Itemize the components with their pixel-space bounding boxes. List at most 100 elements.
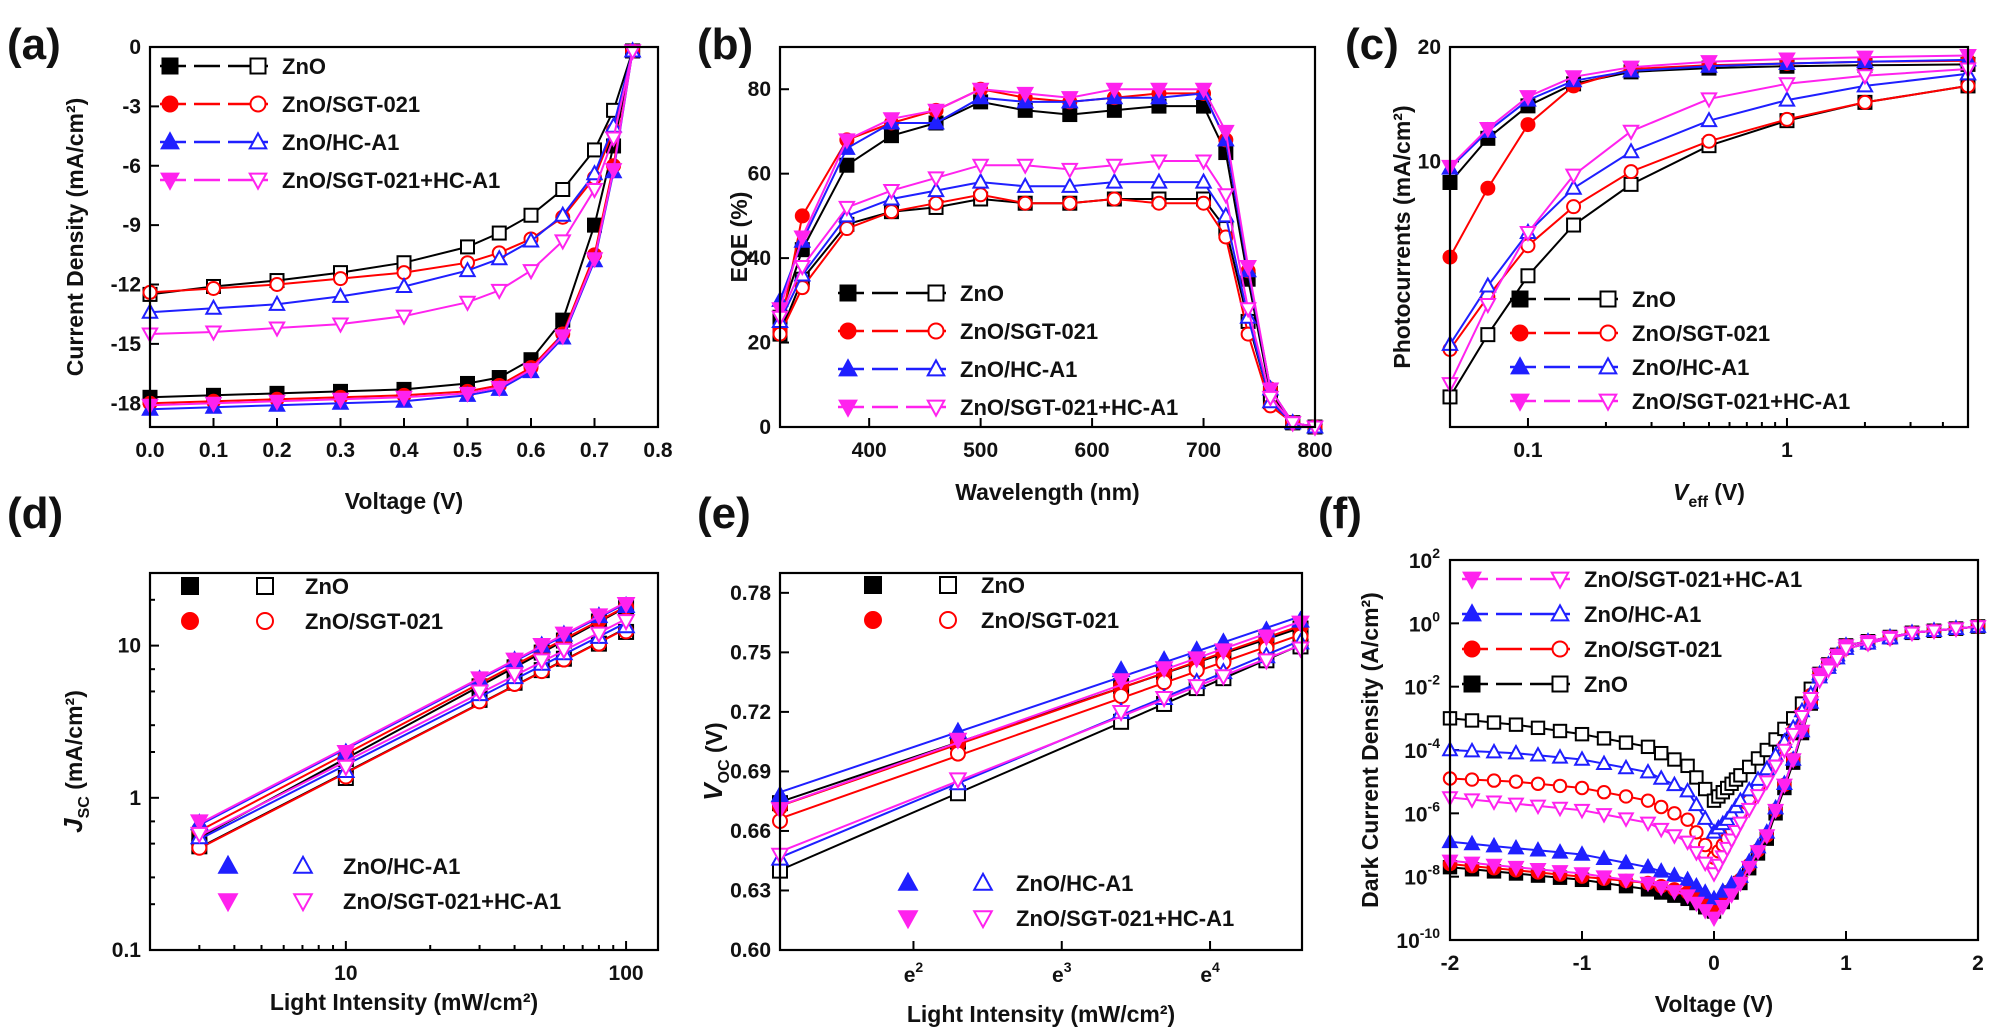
legend-label: ZnO xyxy=(960,281,1004,306)
data-point xyxy=(268,321,286,338)
legend-label: ZnO xyxy=(1632,287,1676,312)
y-tick-label: 0.63 xyxy=(730,879,771,902)
x-tick-label: e3 xyxy=(1052,959,1072,987)
data-point xyxy=(1017,195,1033,211)
chart-f: -2 -1 0 1 210210010-210-410-610-810-10ZnO/SG… xyxy=(1318,489,1987,1017)
data-point xyxy=(838,200,856,217)
data-point xyxy=(1214,669,1233,687)
data-point xyxy=(336,759,356,777)
y-tick-exponent: -10 xyxy=(1420,925,1440,941)
x-tick-label: 0.1 xyxy=(1513,439,1543,462)
data-point xyxy=(189,814,209,832)
data-point xyxy=(1617,812,1635,828)
data-point xyxy=(1194,82,1213,99)
data-point xyxy=(1573,750,1591,766)
data-point xyxy=(1257,653,1276,671)
legend-marker-filled xyxy=(897,910,919,930)
y-tick-base: 10 xyxy=(1409,550,1432,573)
data-point xyxy=(1463,741,1481,758)
series-line xyxy=(149,50,634,407)
legend-marker-open xyxy=(248,131,268,150)
y-tick-exponent: -6 xyxy=(1428,798,1441,814)
data-point xyxy=(1639,762,1657,779)
data-point xyxy=(1463,856,1481,873)
data-point xyxy=(793,230,812,247)
data-point xyxy=(1566,199,1582,215)
data-point xyxy=(1740,802,1758,819)
data-point xyxy=(1679,781,1697,798)
data-point xyxy=(331,317,350,334)
data-point xyxy=(505,652,524,670)
data-point xyxy=(927,181,945,198)
data-point xyxy=(1696,904,1714,920)
panel-label: (f) xyxy=(1318,489,1362,538)
data-point xyxy=(1105,172,1124,189)
data-point xyxy=(1060,91,1079,108)
y-tick-label: -3 xyxy=(122,95,141,118)
data-point xyxy=(1665,829,1683,845)
legend-label: ZnO xyxy=(282,54,326,79)
y-axis-title-unit: (mA/cm²) xyxy=(61,690,87,796)
legend-label: ZnO xyxy=(981,573,1025,598)
chart-c: 0.1 1 10 20 ZnO ZnO/SGT-021 ZnO/HC-A1 ZnO/SGT-0… xyxy=(1345,20,1977,511)
x-tick-label: -1 xyxy=(1573,952,1592,975)
data-point xyxy=(1551,865,1569,881)
data-point xyxy=(1016,86,1035,103)
data-point xyxy=(1573,845,1591,861)
data-point xyxy=(1551,843,1569,859)
data-point xyxy=(1618,735,1634,750)
y-axis-title-main: J xyxy=(58,818,88,833)
legend-marker-open xyxy=(256,612,274,630)
data-point xyxy=(1758,759,1776,776)
fit-line xyxy=(198,601,627,825)
legend-label: ZnO/SGT-021 xyxy=(981,608,1119,633)
data-point xyxy=(1679,835,1697,852)
data-point xyxy=(1696,809,1714,825)
data-point xyxy=(1775,778,1793,795)
x-tick-label: 10 xyxy=(334,962,357,985)
data-point xyxy=(1856,50,1874,67)
y-tick-base: 10 xyxy=(1404,740,1427,763)
legend-marker-open xyxy=(1598,356,1618,375)
y-axis-title-main: V xyxy=(698,781,728,801)
data-point xyxy=(1700,92,1718,109)
data-point xyxy=(839,157,855,173)
fit-line xyxy=(198,618,627,837)
data-point xyxy=(1187,679,1207,697)
data-point xyxy=(1667,752,1682,767)
data-point xyxy=(1687,846,1705,862)
data-point xyxy=(616,614,636,632)
data-point xyxy=(1687,795,1705,812)
fit-line xyxy=(779,624,1303,807)
data-point xyxy=(1617,853,1635,870)
legend-marker-open xyxy=(927,284,945,302)
legend-label: ZnO/SGT-021+HC-A1 xyxy=(960,395,1178,420)
data-point xyxy=(1596,731,1612,746)
data-point xyxy=(1257,629,1276,647)
series-line xyxy=(779,181,1316,428)
data-point xyxy=(1622,124,1640,141)
y-tick-exponent: -8 xyxy=(1428,862,1441,878)
legend-marker-open xyxy=(972,910,994,930)
data-point xyxy=(1857,94,1873,110)
y-tick-exponent: -4 xyxy=(1428,735,1441,751)
data-point xyxy=(927,103,945,120)
data-point xyxy=(793,260,812,277)
data-point xyxy=(1700,111,1718,128)
data-point xyxy=(1758,829,1776,845)
data-point xyxy=(604,131,623,148)
data-point xyxy=(1574,726,1590,742)
legend-marker-filled xyxy=(1510,356,1530,375)
series-line xyxy=(149,50,634,314)
legend-label: ZnO/SGT-021+HC-A1 xyxy=(1016,906,1234,931)
y-tick-label: 0.75 xyxy=(730,641,771,664)
data-point xyxy=(1062,107,1078,123)
data-point xyxy=(1463,793,1481,809)
data-point xyxy=(1654,745,1669,761)
data-point xyxy=(268,294,286,311)
data-point xyxy=(1214,643,1233,661)
data-point xyxy=(838,133,856,150)
y-tick-label: 100 xyxy=(1409,608,1440,636)
x-tick-exponent: 2 xyxy=(915,959,923,975)
data-point xyxy=(971,158,990,175)
